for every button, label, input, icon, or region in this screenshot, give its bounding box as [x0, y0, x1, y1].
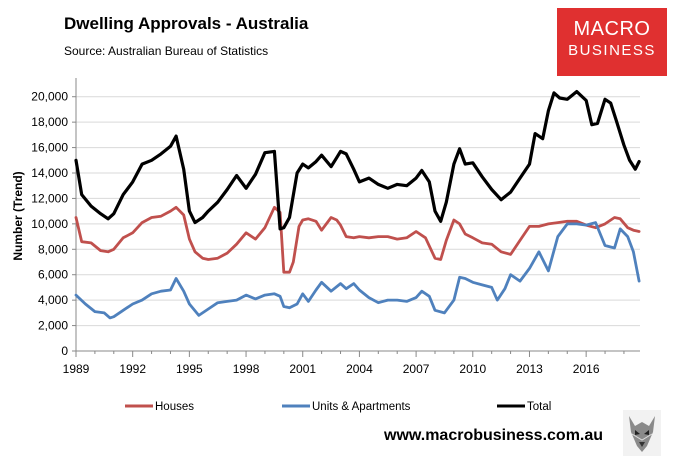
y-tick-label: 0 — [61, 344, 68, 358]
x-tick-label: 2004 — [346, 362, 373, 376]
series-line-houses — [74, 205, 641, 274]
series-line-total — [74, 89, 641, 231]
x-tick-label: 1992 — [119, 362, 146, 376]
y-tick-labels: 0 2,000 4,000 6,000 8,000 10,000 12,000 14,000 1… — [31, 90, 68, 358]
legend: Houses Units & Apartments Total — [125, 401, 551, 413]
x-tick-label: 1989 — [63, 362, 90, 376]
y-tick-label: 14,000 — [31, 166, 68, 180]
x-tick-label: 1995 — [176, 362, 203, 376]
legend-label-houses: Houses — [155, 401, 194, 413]
x-tick-label: 2010 — [459, 362, 486, 376]
x-tick-label: 2007 — [403, 362, 430, 376]
website-url: www.macrobusiness.com.au — [384, 427, 604, 444]
x-tick-labels: 1989 1992 1995 1998 2001 2004 2007 2010 2013 2016 — [63, 362, 600, 376]
macrobusiness-logo: MACRO BUSINESS — [557, 8, 667, 76]
logo-line1: MACRO — [573, 18, 651, 40]
y-tick-label: 4,000 — [38, 293, 68, 307]
x-tick-label: 1998 — [233, 362, 260, 376]
chart-title: Dwelling Approvals - Australia — [64, 14, 309, 33]
chart-source: Source: Australian Bureau of Statistics — [64, 44, 269, 58]
x-tick-label: 2013 — [516, 362, 543, 376]
y-tick-label: 6,000 — [38, 268, 68, 282]
logo-line2: BUSINESS — [568, 42, 656, 59]
wolf-logo-icon — [623, 410, 661, 456]
axes — [72, 78, 640, 357]
y-tick-label: 18,000 — [31, 115, 68, 129]
y-axis-label: Number (Trend) — [11, 171, 25, 260]
series-line-units-apartments — [74, 221, 641, 320]
legend-label-total: Total — [527, 401, 551, 413]
x-tick-label: 2016 — [573, 362, 600, 376]
y-tick-label: 20,000 — [31, 90, 68, 104]
y-tick-label: 10,000 — [31, 217, 68, 231]
y-tick-label: 12,000 — [31, 191, 68, 205]
gridlines — [76, 96, 640, 327]
y-tick-label: 8,000 — [38, 242, 68, 256]
series-lines — [74, 89, 641, 320]
x-tick-label: 2001 — [289, 362, 316, 376]
y-tick-label: 2,000 — [38, 319, 68, 333]
legend-label-units-apartments: Units & Apartments — [312, 401, 411, 413]
y-tick-label: 16,000 — [31, 141, 68, 155]
